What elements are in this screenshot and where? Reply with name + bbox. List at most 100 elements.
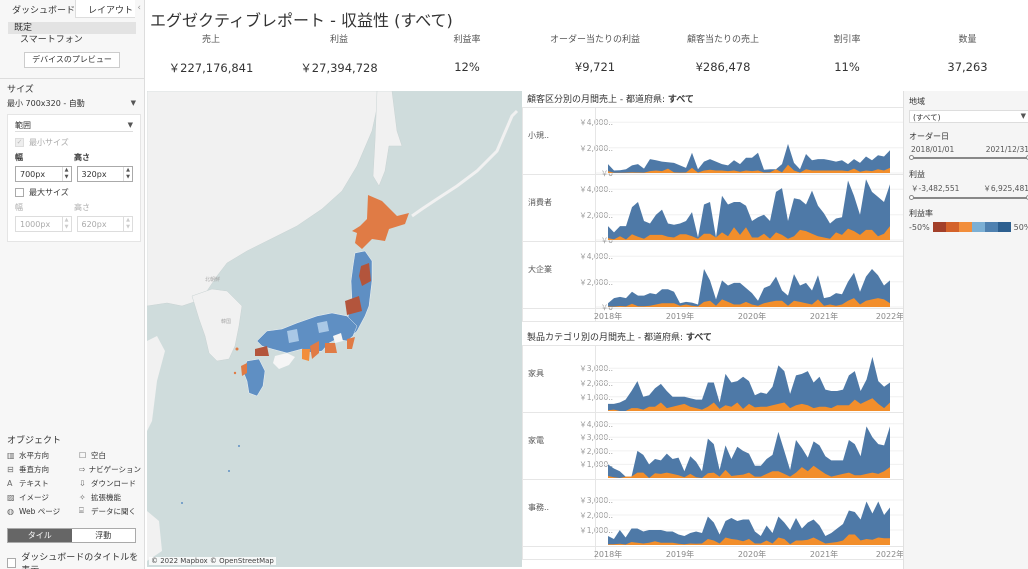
object-item[interactable]: ⇩ ダウンロード bbox=[79, 477, 141, 489]
legend-swatch bbox=[945, 222, 959, 232]
slider-handle-min[interactable] bbox=[909, 195, 914, 200]
area-plot[interactable] bbox=[595, 242, 904, 308]
max-size-checkbox[interactable] bbox=[15, 188, 24, 197]
stepper-icon[interactable]: ▲ ▼ bbox=[123, 167, 132, 181]
chevron-left-icon[interactable]: ‹ bbox=[137, 3, 141, 13]
object-item[interactable]: ▥ 水平方向 bbox=[7, 449, 79, 461]
order-date-slider[interactable] bbox=[909, 155, 1028, 160]
width-label: 幅 bbox=[15, 153, 23, 162]
min-size-labels: 幅 高さ bbox=[15, 152, 133, 163]
objects-section: オブジェクト ▥ 水平方向 ☐ 空白 ⊟ 垂直方向 ⇨ ナビゲーション A テキスト ⇩ ダウンロード… bbox=[7, 433, 142, 517]
blank-icon: ☐ bbox=[79, 450, 87, 460]
profit-slider[interactable] bbox=[909, 195, 1028, 200]
height-label: 高さ bbox=[74, 203, 90, 212]
device-preview-button[interactable]: デバイスのプレビュー bbox=[24, 52, 120, 68]
x-tick-label: 2018年 bbox=[593, 312, 623, 321]
chart-row[interactable]: 消費者 ￥4,000.. ￥2,000.. ￥0 bbox=[523, 175, 904, 245]
filter-panel: 地域 (すべて) ▼ オーダー日 2018/01/01 2021/12/31 利… bbox=[903, 91, 1028, 569]
legend-swatch bbox=[997, 222, 1011, 232]
object-label: 拡張機能 bbox=[91, 492, 121, 502]
object-item[interactable]: ⇨ ナビゲーション bbox=[79, 463, 141, 475]
chart-row[interactable]: 家電 ￥4,000.. ￥3,000.. ￥2,000.. ￥1,000.. bbox=[523, 413, 904, 480]
device-item-default[interactable]: 既定 bbox=[8, 22, 136, 34]
object-item[interactable]: ☐ 空白 bbox=[79, 449, 141, 461]
chart-body: 家具 ￥3,000.. ￥2,000.. ￥1,000.. 家電 ￥4,000.. ￥3,0… bbox=[522, 345, 905, 560]
object-label: ダウンロード bbox=[91, 478, 136, 488]
area-plot[interactable] bbox=[595, 346, 904, 412]
kpi-card: 利益 ￥27,394,728 bbox=[275, 32, 403, 87]
chart-row[interactable]: 大企業 ￥4,000.. ￥2,000.. ￥0 bbox=[523, 242, 904, 312]
max-height-input[interactable]: 620px ▲ ▼ bbox=[76, 216, 133, 232]
min-width-input[interactable]: 700px ▲ ▼ bbox=[15, 166, 72, 182]
map-view[interactable]: 北朝鮮 韓国 © 2022 Mapbox © OpenStreetMap bbox=[147, 91, 522, 567]
max-size-labels: 幅 高さ bbox=[15, 202, 133, 213]
kpi-label: 数量 bbox=[958, 35, 977, 45]
area-plot[interactable] bbox=[595, 175, 904, 241]
slider-handle-max[interactable] bbox=[1026, 195, 1028, 200]
x-tick-label: 2022年 bbox=[875, 312, 905, 321]
caret-down-icon: ▼ bbox=[127, 121, 133, 129]
max-width-input[interactable]: 1000px ▲ ▼ bbox=[15, 216, 72, 232]
region-filter-value: (すべて) bbox=[913, 113, 941, 122]
legend-swatch bbox=[958, 222, 972, 232]
tab-dashboard[interactable]: ダッシュボード bbox=[0, 0, 75, 18]
layout-mode-toggle: タイル 浮動 bbox=[7, 528, 136, 543]
stepper-icon[interactable]: ▲ ▼ bbox=[61, 217, 71, 231]
ask-data-icon: ⌸ bbox=[79, 506, 84, 515]
japan-map[interactable]: 北朝鮮 韓国 bbox=[147, 91, 522, 567]
chart-row[interactable]: 家具 ￥3,000.. ￥2,000.. ￥1,000.. bbox=[523, 346, 904, 413]
order-date-max: 2021/12/31 bbox=[985, 145, 1028, 154]
stepper-icon[interactable]: ▲ ▼ bbox=[123, 217, 132, 231]
object-item[interactable]: ▨ イメージ bbox=[7, 491, 79, 503]
kpi-value: ￥27,394,728 bbox=[300, 61, 378, 75]
show-title-checkbox[interactable] bbox=[7, 558, 17, 568]
kpi-card: 顧客当たりの売上 ¥286,478 bbox=[659, 32, 787, 87]
kpi-bar: 売上 ￥227,176,841 利益 ￥27,394,728 利益率 12% オーダー当たり… bbox=[147, 32, 1028, 87]
min-height-input[interactable]: 320px ▲ ▼ bbox=[76, 166, 133, 182]
floating-button[interactable]: 浮動 bbox=[71, 529, 135, 542]
area-chart-svg bbox=[596, 179, 904, 241]
min-size-checkbox[interactable]: ✓ bbox=[15, 138, 24, 147]
object-item[interactable]: A テキスト bbox=[7, 477, 79, 489]
kpi-card: 数量 37,263 bbox=[907, 32, 1028, 87]
download-icon: ⇩ bbox=[79, 478, 86, 488]
slider-handle-min[interactable] bbox=[909, 155, 914, 160]
size-dropdown[interactable]: 最小 700x320 - 自動 ▼ bbox=[0, 95, 144, 109]
dashboard-title: エグゼクティブレポート - 収益性 (すべて) bbox=[150, 11, 453, 30]
kpi-card: オーダー当たりの利益 ¥9,721 bbox=[531, 32, 659, 87]
x-tick-label: 2022年 bbox=[875, 550, 905, 559]
slider-track bbox=[911, 197, 1028, 199]
object-item[interactable]: ✧ 拡張機能 bbox=[79, 491, 141, 503]
slider-handle-max[interactable] bbox=[1026, 155, 1028, 160]
area-plot[interactable] bbox=[595, 108, 904, 174]
map-attribution[interactable]: © 2022 Mapbox © OpenStreetMap bbox=[149, 557, 276, 565]
stepper-icon[interactable]: ▲ ▼ bbox=[61, 167, 71, 181]
legend-min: -50% bbox=[909, 222, 930, 232]
profit-ratio-legend: -50% 50% bbox=[904, 222, 1028, 232]
kpi-card: 割引率 11% bbox=[787, 32, 907, 87]
region-filter-dropdown[interactable]: (すべて) ▼ bbox=[909, 110, 1028, 123]
tiled-button[interactable]: タイル bbox=[8, 529, 72, 542]
svg-text:韓国: 韓国 bbox=[221, 318, 231, 325]
object-item[interactable]: ⊟ 垂直方向 bbox=[7, 463, 79, 475]
order-date-range-values: 2018/01/01 2021/12/31 bbox=[904, 142, 1028, 154]
chart-title-filter: すべて bbox=[667, 95, 694, 105]
chart-row[interactable]: 事務.. ￥3,000.. ￥2,000.. ￥1,000.. bbox=[523, 480, 904, 547]
tab-layout[interactable]: レイアウト bbox=[75, 0, 135, 18]
size-mode-dropdown[interactable]: 範囲 ▼ bbox=[15, 118, 133, 132]
max-height-value: 620px bbox=[81, 220, 107, 229]
x-tick-label: 2019年 bbox=[665, 550, 695, 559]
area-plot[interactable] bbox=[595, 413, 904, 479]
object-item[interactable]: ⌸ データに聞く bbox=[79, 505, 141, 517]
device-item-phone[interactable]: スマートフォン bbox=[20, 35, 83, 45]
object-item[interactable]: ◍ Web ページ bbox=[7, 505, 79, 517]
kpi-label: 売上 bbox=[201, 35, 220, 45]
area-plot[interactable] bbox=[595, 480, 904, 546]
chart-title: 製品カテゴリ別の月間売上 - 都道府県: すべて bbox=[522, 331, 903, 345]
chart-row[interactable]: 小規.. ￥4,000.. ￥2,000.. ￥0 bbox=[523, 108, 904, 178]
max-size-inputs: 1000px ▲ ▼ 620px ▲ ▼ bbox=[15, 216, 133, 232]
kpi-label: 利益 bbox=[329, 35, 348, 45]
legend-swatch bbox=[932, 222, 946, 232]
image-icon: ▨ bbox=[7, 492, 15, 502]
object-label: イメージ bbox=[19, 492, 49, 502]
